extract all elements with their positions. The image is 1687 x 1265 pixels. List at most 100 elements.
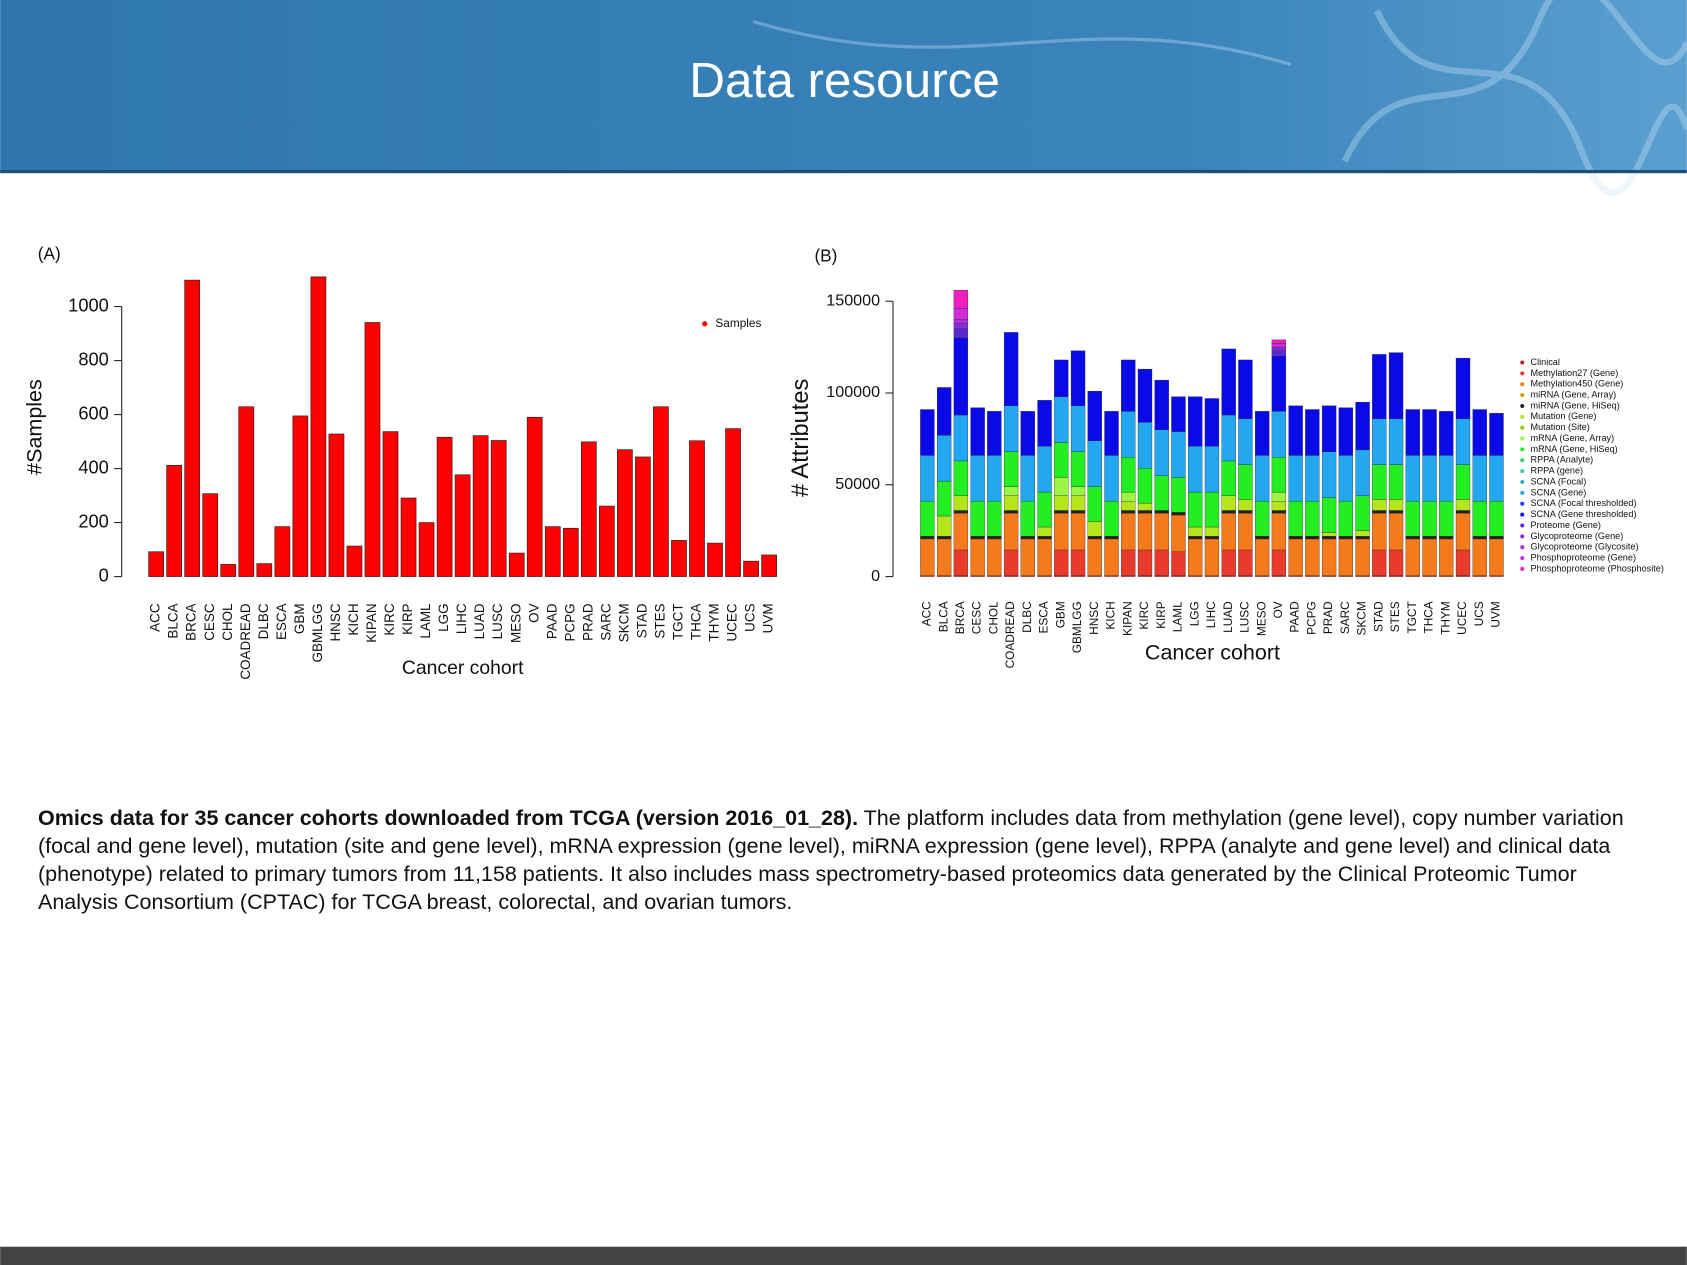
bar	[1003, 486, 1019, 496]
x-tick-label: THYM	[1438, 601, 1452, 635]
bar	[987, 536, 1002, 540]
bar	[1439, 536, 1454, 540]
bar	[970, 536, 985, 540]
bar	[920, 536, 935, 540]
legend-swatch	[1520, 512, 1525, 517]
legend-swatch	[1520, 371, 1525, 376]
bar	[1455, 513, 1471, 551]
bar	[1388, 549, 1404, 576]
bar	[1388, 352, 1404, 419]
bar	[1020, 536, 1035, 540]
bar	[1154, 379, 1169, 430]
bar	[1455, 499, 1471, 511]
bar	[1255, 455, 1270, 502]
bar	[1154, 510, 1169, 514]
bar	[1388, 513, 1404, 551]
bar	[725, 428, 741, 577]
x-tick-label: KIRC	[382, 603, 397, 635]
x-tick-label: TGCT	[671, 603, 686, 640]
bar	[598, 505, 615, 577]
bar	[1037, 536, 1052, 540]
x-tick-label: COADREAD	[1003, 601, 1017, 668]
x-tick-label: OV	[526, 603, 541, 622]
bar	[1087, 538, 1102, 576]
legend-label: SCNA (Focal)	[1530, 476, 1586, 486]
y-axis-title: # Attributes	[788, 379, 814, 497]
legend-label: Mutation (Gene)	[1530, 411, 1596, 421]
bar	[987, 501, 1002, 537]
bar	[1372, 513, 1387, 551]
bar	[1171, 512, 1186, 516]
bar	[1087, 440, 1102, 487]
bar	[1238, 359, 1253, 419]
y-tick-label: 0	[871, 567, 880, 585]
x-tick-label: THCA	[689, 603, 704, 640]
bar	[1271, 339, 1287, 344]
bar	[1271, 510, 1287, 514]
bar	[1204, 538, 1220, 576]
bar	[1137, 513, 1153, 551]
bar	[1121, 501, 1136, 511]
bar	[970, 455, 985, 502]
bar	[1271, 513, 1287, 551]
bar	[1221, 348, 1236, 416]
legend-label: SCNA (Gene)	[1530, 487, 1586, 497]
bar	[1372, 510, 1387, 514]
legend-swatch	[1520, 403, 1525, 408]
bar	[1405, 536, 1420, 540]
bar	[1455, 418, 1471, 465]
bar	[472, 435, 489, 577]
bar	[1439, 455, 1454, 502]
legend-swatch	[1520, 534, 1525, 539]
panel-label: (B)	[814, 246, 837, 266]
bar	[1455, 357, 1471, 419]
bar	[1087, 536, 1102, 540]
panel-label: (A)	[38, 243, 61, 263]
bar	[1472, 501, 1487, 537]
bar	[1221, 414, 1236, 462]
bar	[1388, 510, 1404, 514]
bar	[1003, 513, 1019, 551]
legend-label: mRNA (Gene, HiSeq)	[1530, 444, 1617, 454]
bar	[1121, 510, 1136, 514]
x-tick-label: STES	[652, 603, 667, 638]
bar	[920, 455, 935, 502]
x-tick-label: CHOL	[986, 601, 1000, 634]
bar	[1338, 536, 1353, 540]
bar	[1104, 501, 1119, 537]
bar	[936, 480, 952, 517]
legend-swatch	[1520, 469, 1525, 474]
x-tick-label: THCA	[1422, 601, 1436, 633]
bar	[1104, 455, 1119, 502]
bar	[1171, 431, 1186, 478]
legend-swatch	[1520, 458, 1525, 463]
bar	[653, 406, 669, 577]
bar	[1070, 350, 1086, 406]
y-axis-title: #Samples	[22, 379, 46, 475]
bar	[953, 513, 969, 551]
x-tick-label: TGCT	[1405, 601, 1419, 633]
bar	[1003, 549, 1019, 576]
bar	[1405, 538, 1420, 576]
bar	[544, 526, 561, 577]
bar	[1037, 400, 1052, 447]
bar	[1070, 486, 1086, 496]
x-axis-title: Cancer cohort	[402, 657, 524, 679]
x-tick-label: SKCM	[1355, 601, 1369, 635]
bar	[1137, 510, 1153, 514]
x-tick-label: OV	[1271, 601, 1285, 618]
x-tick-label: PRAD	[580, 603, 595, 641]
legend-label: Mutation (Site)	[1530, 422, 1589, 432]
x-tick-label: GBM	[292, 603, 307, 634]
x-tick-label: LUAD	[1221, 601, 1235, 633]
bar	[1087, 390, 1102, 441]
bar	[1003, 510, 1019, 514]
x-tick-label: CESC	[970, 601, 984, 634]
bar	[953, 337, 969, 416]
legend-label: SCNA (Gene thresholded)	[1530, 509, 1636, 519]
x-tick-label: KICH	[346, 603, 361, 635]
bar	[1037, 446, 1052, 493]
x-tick-label: GBM	[1053, 601, 1067, 628]
bar	[1439, 501, 1454, 537]
